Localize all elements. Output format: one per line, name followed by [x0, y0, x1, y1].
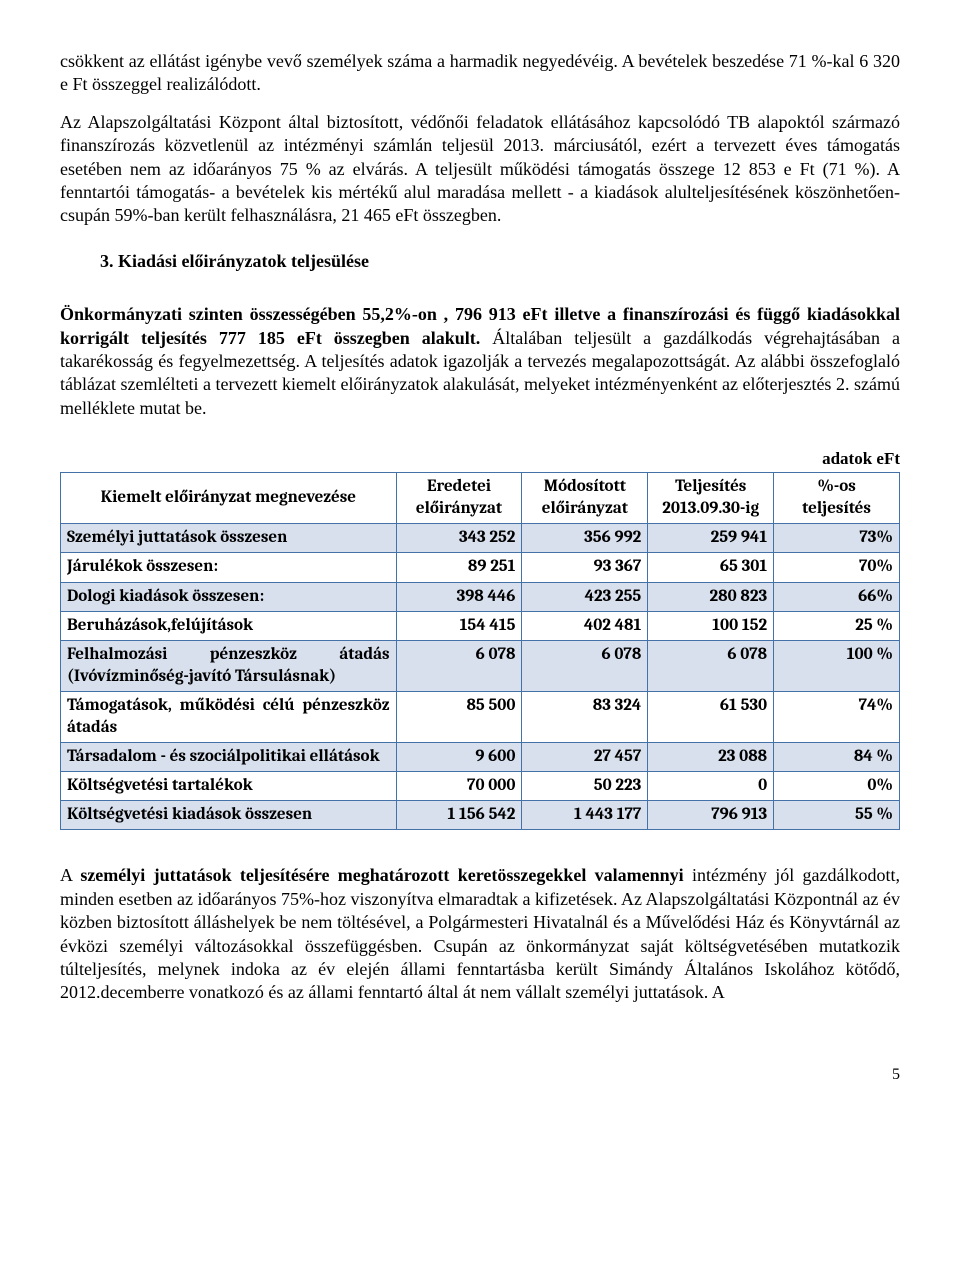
row-value: 70%: [774, 553, 900, 582]
row-label: Társadalom - és szociálpolitikai ellátás…: [61, 743, 397, 772]
appropriations-table: Kiemelt előirányzat megnevezése Eredetei…: [60, 472, 900, 830]
row-value: 89 251: [396, 553, 522, 582]
row-value: 343 252: [396, 524, 522, 553]
row-value: 74%: [774, 691, 900, 742]
row-label: Járulékok összesen:: [61, 553, 397, 582]
row-value: 6 078: [396, 640, 522, 691]
section-heading-3: 3. Kiadási előirányzatok teljesülése: [100, 250, 900, 273]
row-value: 796 913: [648, 801, 774, 830]
row-value: 93 367: [522, 553, 648, 582]
table-row: Beruházások,felújítások154 415402 481100…: [61, 611, 900, 640]
table-row: Költségvetési tartalékok70 00050 22300%: [61, 772, 900, 801]
row-value: 1 443 177: [522, 801, 648, 830]
row-label: Beruházások,felújítások: [61, 611, 397, 640]
row-value: 154 415: [396, 611, 522, 640]
row-value: 23 088: [648, 743, 774, 772]
row-label: Támogatások, működési célú pénzeszköz át…: [61, 691, 397, 742]
table-row: Járulékok összesen:89 25193 36765 30170%: [61, 553, 900, 582]
row-label: Költségvetési tartalékok: [61, 772, 397, 801]
row-label: Költségvetési kiadások összesen: [61, 801, 397, 830]
row-value: 100 %: [774, 640, 900, 691]
table-row: Költségvetési kiadások összesen1 156 542…: [61, 801, 900, 830]
row-value: 50 223: [522, 772, 648, 801]
row-label: Dologi kiadások összesen:: [61, 582, 397, 611]
row-value: 398 446: [396, 582, 522, 611]
paragraph-2: Az Alapszolgáltatási Központ által bizto…: [60, 111, 900, 228]
row-value: 9 600: [396, 743, 522, 772]
row-value: 65 301: [648, 553, 774, 582]
page-number: 5: [60, 1065, 900, 1086]
row-value: 55 %: [774, 801, 900, 830]
row-value: 423 255: [522, 582, 648, 611]
row-value: 83 324: [522, 691, 648, 742]
table-row: Támogatások, működési célú pénzeszköz át…: [61, 691, 900, 742]
row-value: 0%: [774, 772, 900, 801]
row-value: 280 823: [648, 582, 774, 611]
paragraph-4: A személyi juttatások teljesítésére megh…: [60, 864, 900, 1004]
row-value: 85 500: [396, 691, 522, 742]
table-row: Személyi juttatások összesen343 252356 9…: [61, 524, 900, 553]
th-col2: Módosítottelőirányzat: [522, 473, 648, 524]
table-caption: adatok eFt: [60, 448, 900, 470]
th-col1: Eredeteielőirányzat: [396, 473, 522, 524]
paragraph-4-pre: A: [60, 865, 80, 885]
row-value: 73%: [774, 524, 900, 553]
paragraph-3: Önkormányzati szinten összességében 55,2…: [60, 303, 900, 420]
row-value: 25 %: [774, 611, 900, 640]
paragraph-4-bold: személyi juttatások teljesítésére meghat…: [80, 865, 683, 885]
row-value: 356 992: [522, 524, 648, 553]
row-value: 402 481: [522, 611, 648, 640]
th-col3: Teljesítés2013.09.30-ig: [648, 473, 774, 524]
table-row: Felhalmozási pénzeszköz átadás (Ivóvízmi…: [61, 640, 900, 691]
row-value: 27 457: [522, 743, 648, 772]
row-value: 61 530: [648, 691, 774, 742]
row-label: Személyi juttatások összesen: [61, 524, 397, 553]
row-value: 100 152: [648, 611, 774, 640]
paragraph-1: csökkent az ellátást igénybe vevő személ…: [60, 50, 900, 97]
table-header-row: Kiemelt előirányzat megnevezése Eredetei…: [61, 473, 900, 524]
row-value: 84 %: [774, 743, 900, 772]
row-value: 1 156 542: [396, 801, 522, 830]
row-value: 259 941: [648, 524, 774, 553]
row-value: 66%: [774, 582, 900, 611]
row-value: 6 078: [648, 640, 774, 691]
row-value: 6 078: [522, 640, 648, 691]
table-row: Dologi kiadások összesen:398 446423 2552…: [61, 582, 900, 611]
row-value: 70 000: [396, 772, 522, 801]
table-row: Társadalom - és szociálpolitikai ellátás…: [61, 743, 900, 772]
th-name: Kiemelt előirányzat megnevezése: [61, 473, 397, 524]
row-label: Felhalmozási pénzeszköz átadás (Ivóvízmi…: [61, 640, 397, 691]
row-value: 0: [648, 772, 774, 801]
paragraph-4-rest: intézmény jól gazdálkodott, minden esetb…: [60, 865, 900, 1002]
th-col4: %-osteljesítés: [774, 473, 900, 524]
